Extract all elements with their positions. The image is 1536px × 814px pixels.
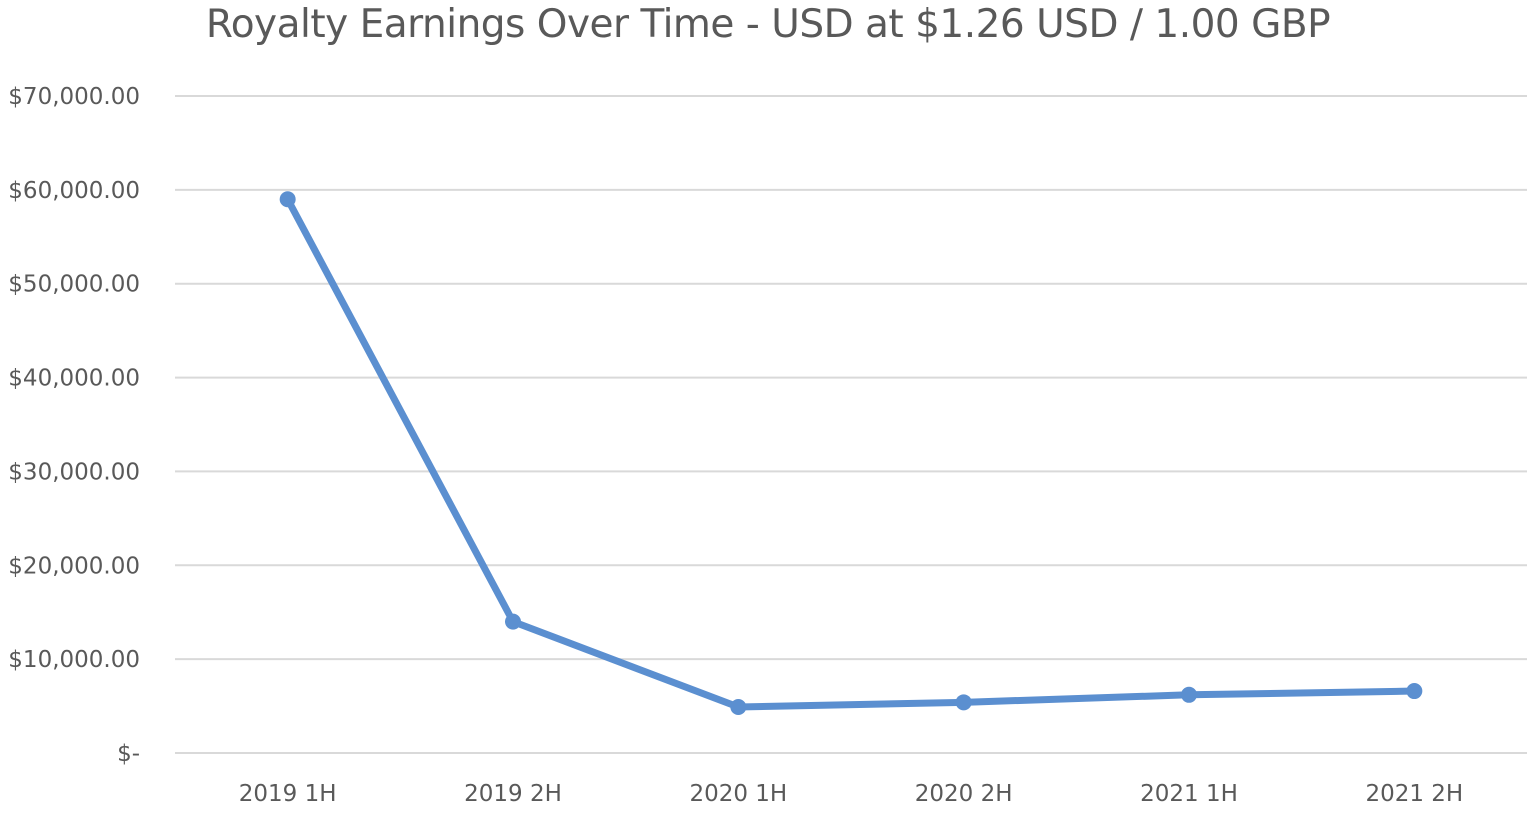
chart-title: Royalty Earnings Over Time - USD at $1.2…	[205, 2, 1331, 47]
y-tick-label: $40,000.00	[8, 366, 140, 392]
data-point	[1406, 683, 1423, 700]
y-tick-label: $-	[117, 741, 140, 767]
y-tick-label: $50,000.00	[8, 272, 140, 298]
x-tick-label: 2021 1H	[1140, 781, 1238, 807]
y-tick-label: $60,000.00	[8, 178, 140, 204]
data-point	[1181, 686, 1197, 703]
y-tick-label: $10,000.00	[8, 647, 140, 673]
data-point	[279, 191, 296, 208]
y-tick-label: $20,000.00	[8, 553, 140, 579]
data-point	[955, 694, 972, 711]
y-tick-label: $70,000.00	[8, 84, 140, 110]
data-point	[730, 699, 747, 716]
x-tick-label: 2020 2H	[915, 781, 1013, 807]
series-line	[284, 195, 1418, 711]
data-point	[505, 613, 521, 630]
x-tick-label: 2020 1H	[689, 781, 787, 807]
x-tick-label: 2021 2H	[1365, 781, 1463, 807]
y-tick-label: $30,000.00	[8, 459, 140, 485]
x-tick-label: 2019 1H	[239, 781, 337, 807]
x-tick-label: 2019 2H	[464, 781, 562, 807]
